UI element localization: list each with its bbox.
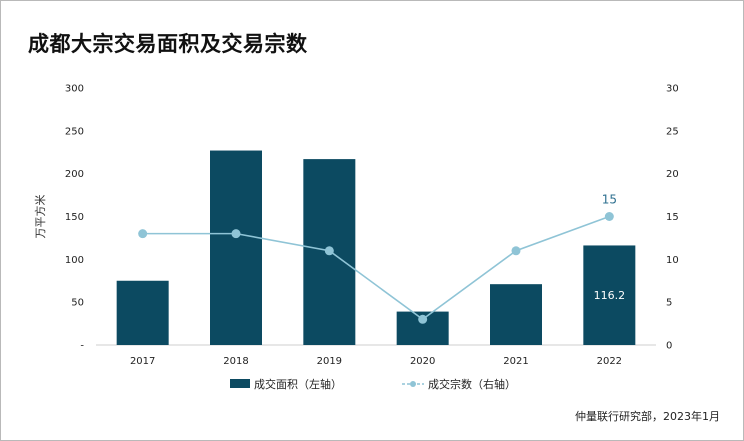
chart-title: 成都大宗交易面积及交易宗数	[28, 32, 308, 56]
legend-line-marker	[410, 381, 416, 387]
bar	[583, 245, 636, 345]
line-point	[138, 229, 148, 239]
left-tick-label: 50	[71, 298, 84, 309]
line-point	[604, 212, 614, 221]
right-tick-label: 10	[666, 255, 679, 266]
source-note: 仲量联行研究部，2023年1月	[575, 410, 720, 423]
bar	[490, 284, 542, 345]
bar	[210, 150, 262, 345]
right-tick-label: 5	[666, 298, 672, 309]
legend: 成交面积（左轴） 成交宗数（右轴）	[230, 377, 516, 391]
right-tick-label: 25	[666, 126, 679, 137]
left-tick-label: 300	[65, 84, 84, 95]
left-tick-label: 100	[65, 255, 84, 266]
bar	[116, 280, 169, 345]
right-axis-ticks: 0 5 10 15 20 25 30	[666, 84, 679, 352]
category-label: 2021	[503, 356, 528, 367]
line-point	[324, 246, 334, 256]
right-tick-label: 15	[666, 212, 679, 223]
right-tick-label: 30	[666, 84, 679, 95]
left-tick-label: 150	[65, 212, 84, 223]
category-label: 2020	[410, 356, 435, 367]
right-tick-label: 0	[666, 341, 672, 352]
left-tick-label: 200	[65, 169, 84, 180]
category-label: 2018	[223, 356, 248, 367]
line-point	[511, 246, 521, 256]
right-tick-label: 20	[666, 169, 679, 180]
legend-line-label: 成交宗数（右轴）	[428, 377, 516, 391]
line-data-label: 15	[602, 193, 617, 207]
y-axis-label: 万平方米	[33, 195, 47, 239]
line-series: 15	[138, 193, 617, 324]
bar-data-label: 116.2	[594, 289, 626, 302]
category-label: 2017	[130, 356, 155, 367]
series-line	[142, 215, 610, 321]
left-tick-label: -	[80, 341, 84, 352]
line-point	[231, 229, 241, 239]
left-tick-label: 250	[65, 126, 84, 137]
category-labels: 2017 2018 2019 2020 2021 2022	[130, 356, 622, 367]
legend-bar-swatch	[230, 379, 250, 388]
left-axis-ticks: - 50 100 150 200 250 300	[65, 84, 84, 352]
category-label: 2022	[597, 356, 622, 367]
category-label: 2019	[317, 356, 342, 367]
bar-series: 116.2	[116, 150, 636, 345]
legend-bar-label: 成交面积（左轴）	[254, 377, 342, 391]
line-point	[418, 314, 428, 324]
